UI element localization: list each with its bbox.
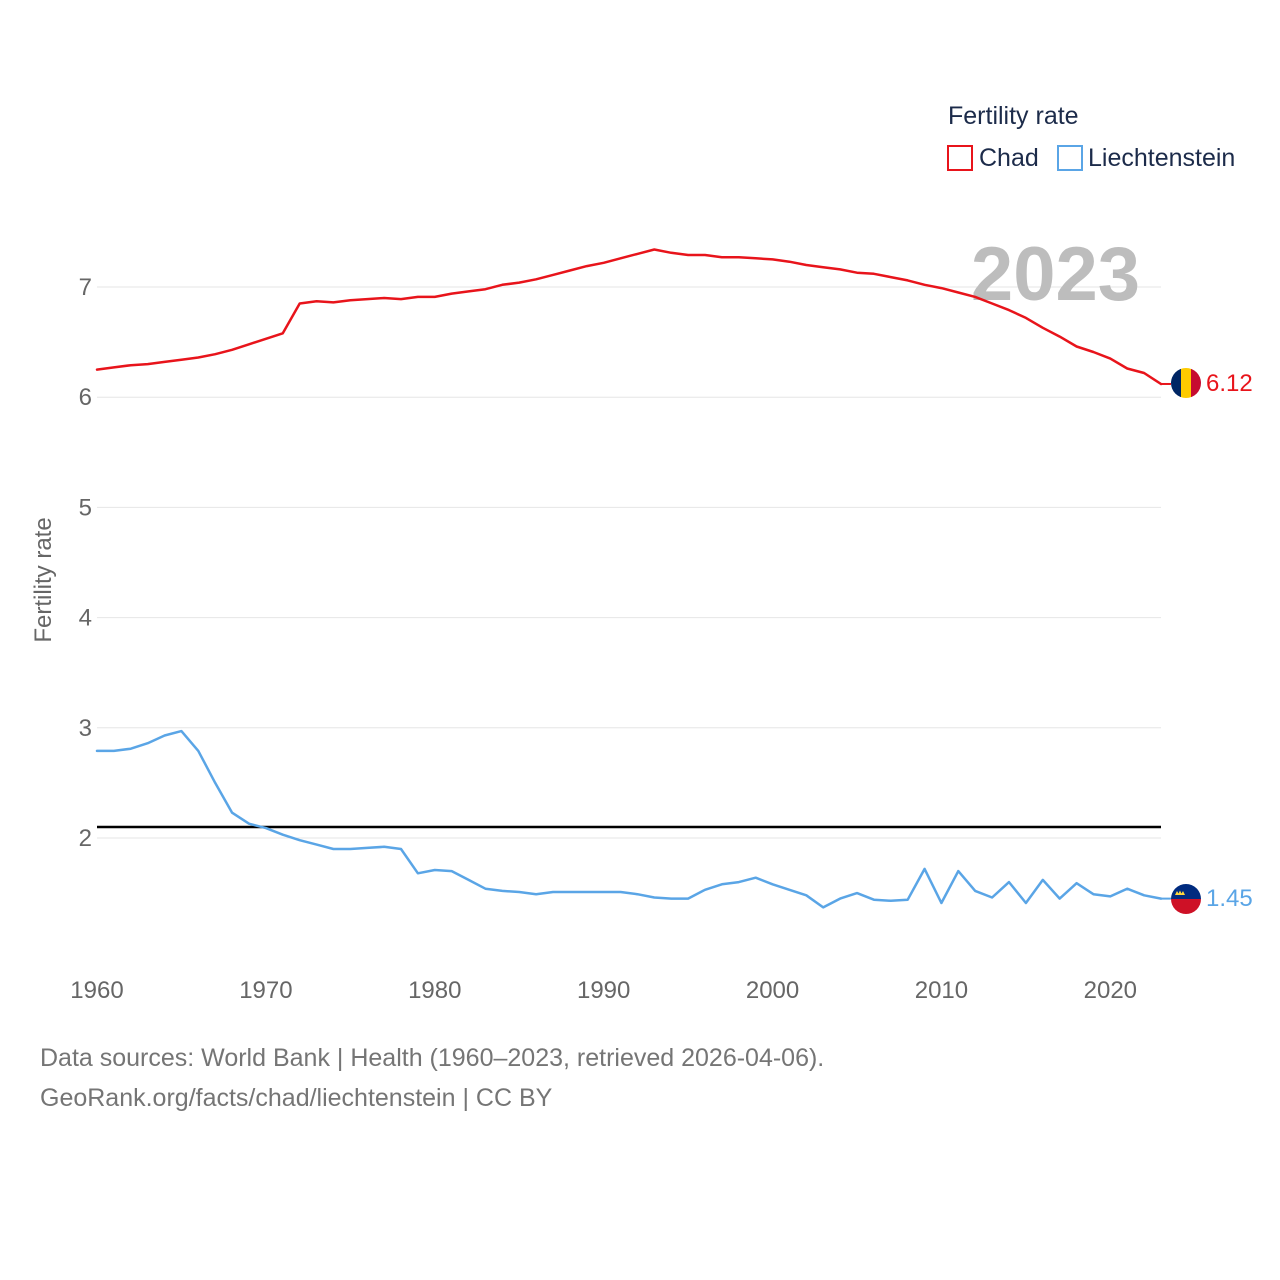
series-line-liechtenstein[interactable]: [95, 729, 1163, 909]
y-axis-title: Fertility rate: [30, 517, 57, 642]
end-label-chad: 6.12: [1206, 370, 1253, 397]
series-layer: [95, 248, 1171, 909]
y-tick-label-6: 6: [79, 384, 92, 411]
gridlines: [97, 286, 1161, 839]
y-axis: 2 3 4 5 6 7: [79, 274, 92, 852]
legend-swatch-liechtenstein[interactable]: [1057, 145, 1083, 171]
legend-swatch-chad[interactable]: [947, 145, 973, 171]
legend-title: Fertility rate: [948, 102, 1079, 130]
year-watermark: 2023: [971, 232, 1140, 317]
x-tick-label-2000: 2000: [746, 977, 799, 1004]
chad-flag-icon: [1171, 368, 1201, 398]
footer-link[interactable]: GeoRank.org/facts/chad/liechtenstein | C…: [40, 1084, 553, 1112]
x-tick-label-1980: 1980: [408, 977, 461, 1004]
end-label-liechtenstein: 1.45: [1206, 885, 1253, 912]
legend-label-liechtenstein[interactable]: Liechtenstein: [1088, 144, 1235, 172]
y-tick-label-4: 4: [79, 605, 92, 632]
y-tick-label-3: 3: [79, 715, 92, 742]
legend: Fertility rate Chad Liechtenstein: [947, 102, 1235, 172]
x-axis: 1960 1970 1980 1990 2000 2010 2020: [70, 977, 1137, 1004]
legend-label-chad[interactable]: Chad: [979, 144, 1039, 172]
y-tick-label-5: 5: [79, 494, 92, 521]
x-tick-label-1960: 1960: [70, 977, 123, 1004]
y-tick-label-2: 2: [79, 825, 92, 852]
x-tick-label-2010: 2010: [915, 977, 968, 1004]
x-tick-label-1990: 1990: [577, 977, 630, 1004]
x-tick-label-1970: 1970: [239, 977, 292, 1004]
x-tick-label-2020: 2020: [1084, 977, 1137, 1004]
y-tick-label-7: 7: [79, 274, 92, 301]
fertility-rate-chart: 2 3 4 5 6 7 1960 1970 1980 1990 2000 2010 2020 Fert…: [30, 102, 1253, 1004]
series-line-chad[interactable]: [95, 248, 1163, 386]
footer-sources: Data sources: World Bank | Health (1960–…: [40, 1044, 825, 1072]
liechtenstein-flag-icon: [1171, 884, 1201, 914]
